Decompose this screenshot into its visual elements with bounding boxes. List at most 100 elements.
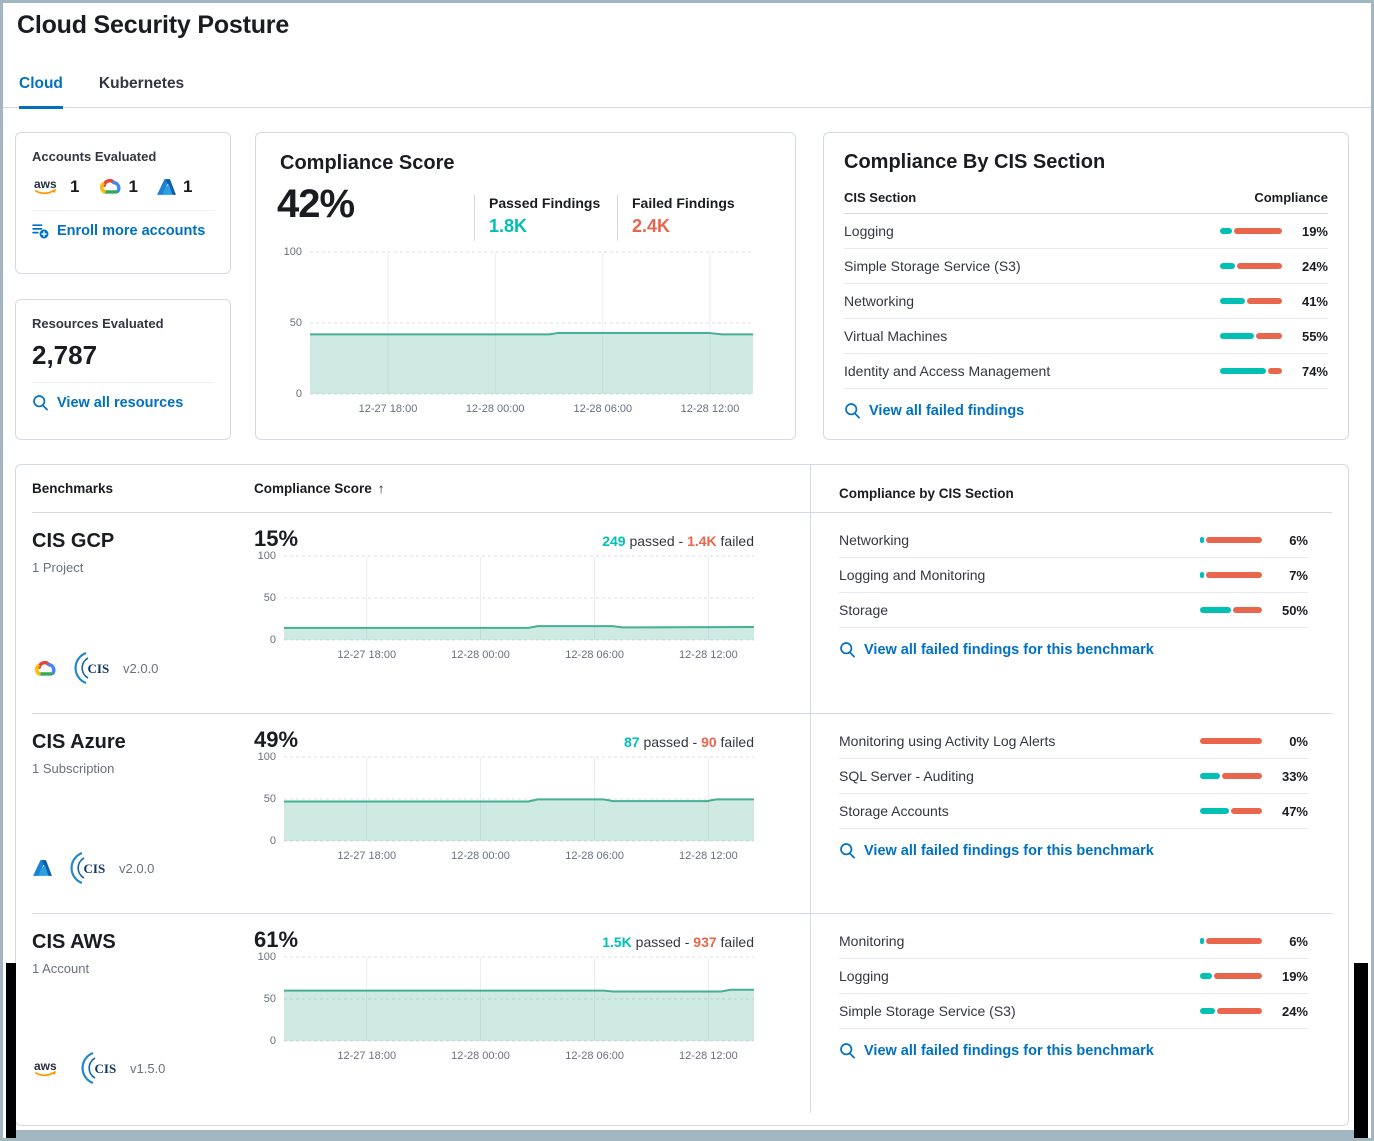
cis-section-percent: 19% [1281, 968, 1308, 984]
y-axis-tick: 100 [257, 951, 276, 963]
benchmark-name: CIS AWS [32, 931, 116, 953]
x-axis-tick: 12-28 00:00 [451, 649, 510, 661]
cis-section-percent: 41% [1301, 293, 1328, 309]
x-axis-tick: 12-28 12:00 [679, 1050, 738, 1062]
passed-bar-segment [1220, 228, 1232, 234]
benchmark-logos: CIS v2.0.0 [32, 649, 158, 687]
view-all-failed-findings-link[interactable]: View all failed findings [844, 402, 1328, 419]
view-all-resources-link[interactable]: View all resources [32, 394, 214, 411]
cis-section-name: Storage [839, 602, 889, 618]
compliance-bar [1200, 973, 1262, 979]
cis-table-header: CIS Section Compliance [844, 190, 1328, 214]
provider-count-value: 1 [70, 176, 80, 196]
compliance-score-card: Compliance Score 42% Passed Findings 1.8… [255, 132, 796, 440]
failed-bar-segment [1222, 773, 1262, 779]
passed-failed-words: passed - [639, 734, 702, 750]
x-axis-tick: 12-28 12:00 [680, 403, 740, 415]
y-axis-tick: 100 [283, 246, 302, 258]
cis-section-row: Networking 41% [844, 284, 1328, 319]
view-all-failed-findings-benchmark-link[interactable]: View all failed findings for this benchm… [839, 842, 1308, 859]
y-axis-tick: 0 [269, 634, 276, 646]
tab-bar-divider [3, 107, 1371, 108]
view-all-resources-label: View all resources [57, 394, 184, 411]
cis-section-row: Storage 50% [839, 593, 1308, 628]
cis-section-name: Networking [839, 532, 910, 548]
benchmark-score-cell: 49% 87 passed - 90 failed 100 50 0 12-27 18:0… [254, 714, 810, 913]
failed-findings-block: Failed Findings 2.4K [617, 195, 735, 241]
provider-count: aws 1 [32, 176, 79, 197]
cis-section-percent: 24% [1301, 258, 1328, 274]
cis-section-rows: Logging 19% Simple Storage Service (S3) 24%… [844, 214, 1328, 389]
benchmark-scope: 1 Project [32, 560, 84, 575]
failed-count: 1.4K [687, 533, 717, 549]
x-axis-tick: 12-28 12:00 [679, 850, 738, 862]
cis-section-row: SQL Server - Auditing 33% [839, 759, 1308, 794]
passed-bar-segment [1220, 298, 1245, 304]
tab-bar: Cloud Kubernetes [19, 75, 184, 109]
benchmarks-table-header: Benchmarks Compliance Score ↑ Compliance … [32, 465, 1332, 513]
benchmark-score-line: 49% 87 passed - 90 failed [254, 727, 754, 753]
compliance-bar [1220, 368, 1282, 374]
enroll-more-accounts-link[interactable]: Enroll more accounts [32, 222, 214, 239]
azure-logo [156, 178, 177, 196]
compliance-score-value: 42% [277, 182, 355, 226]
benchmark-score-value: 49% [254, 727, 299, 752]
provider-count: 1 [97, 177, 138, 197]
divider [32, 210, 214, 211]
cis-section-name: Simple Storage Service (S3) [844, 258, 1021, 274]
failed-bar-segment [1200, 738, 1262, 744]
passed-failed-summary: 87 passed - 90 failed [624, 734, 754, 750]
resources-evaluated-card: Resources Evaluated 2,787 View all resou… [15, 299, 231, 440]
view-all-failed-findings-benchmark-label: View all failed findings for this benchm… [864, 1042, 1154, 1059]
search-icon [839, 842, 856, 859]
passed-failed-summary: 249 passed - 1.4K failed [602, 533, 754, 549]
failed-count: 937 [693, 934, 717, 950]
benchmark-version: v2.0.0 [119, 860, 155, 876]
letterbox-right [1354, 963, 1368, 1138]
cis-section-row: Virtual Machines 55% [844, 319, 1328, 354]
failed-bar-segment [1206, 572, 1262, 578]
passed-bar-segment [1200, 773, 1220, 779]
page-title: Cloud Security Posture [17, 11, 290, 39]
y-axis-tick: 0 [295, 388, 302, 400]
benchmark-info: CIS Azure 1 Subscription CIS v2.0.0 [32, 714, 254, 913]
cis-section-row: Logging and Monitoring 7% [839, 558, 1308, 593]
passed-failed-words: passed - [625, 533, 688, 549]
cis-section-percent: 7% [1289, 567, 1308, 583]
benchmark-name: CIS GCP [32, 530, 115, 552]
failed-findings-value: 2.4K [632, 216, 671, 236]
benchmark-score-line: 61% 1.5K passed - 937 failed [254, 927, 754, 953]
failed-bar-segment [1268, 368, 1282, 374]
tab-kubernetes[interactable]: Kubernetes [98, 75, 185, 92]
benchmark-score-value: 61% [254, 927, 299, 952]
view-all-failed-findings-benchmark-link[interactable]: View all failed findings for this benchm… [839, 641, 1308, 658]
y-axis-tick: 50 [263, 793, 276, 805]
passed-bar-segment [1200, 808, 1229, 814]
benchmark-scope: 1 Subscription [32, 761, 115, 776]
compliance-score-column-header[interactable]: Compliance Score ↑ [254, 481, 385, 496]
view-all-failed-findings-benchmark-link[interactable]: View all failed findings for this benchm… [839, 1042, 1308, 1059]
x-axis-tick: 12-28 06:00 [565, 1050, 625, 1062]
benchmark-trend-chart: 100 50 0 12-27 18:00 12-28 00:00 12-28 06:00 1… [254, 751, 766, 867]
y-axis-tick: 50 [263, 592, 276, 604]
cis-section-row: Identity and Access Management 74% [844, 354, 1328, 389]
svg-text:CIS: CIS [84, 861, 106, 876]
failed-bar-segment [1233, 607, 1262, 613]
x-axis-tick: 12-28 06:00 [565, 850, 625, 862]
cis-section-name: Simple Storage Service (S3) [839, 1003, 1016, 1019]
search-icon [839, 641, 856, 658]
compliance-by-cis-section-card: Compliance By CIS Section CIS Section Co… [823, 132, 1349, 440]
tab-cloud[interactable]: Cloud [19, 75, 63, 109]
failed-bar-segment [1237, 263, 1282, 269]
benchmark-score-line: 15% 249 passed - 1.4K failed [254, 526, 754, 552]
y-axis-tick: 0 [269, 835, 276, 847]
azure-logo [32, 859, 53, 877]
compliance-bar [1200, 808, 1262, 814]
x-axis-tick: 12-28 00:00 [465, 403, 525, 415]
cis-section-name: Networking [844, 293, 915, 309]
failed-bar-segment [1206, 938, 1262, 944]
compliance-bar [1200, 537, 1262, 543]
benchmark-sections-cell: Monitoring 6% Logging 19% Simple Storage Ser… [810, 914, 1332, 1113]
failed-bar-segment [1247, 298, 1282, 304]
passed-bar-segment [1200, 537, 1204, 543]
